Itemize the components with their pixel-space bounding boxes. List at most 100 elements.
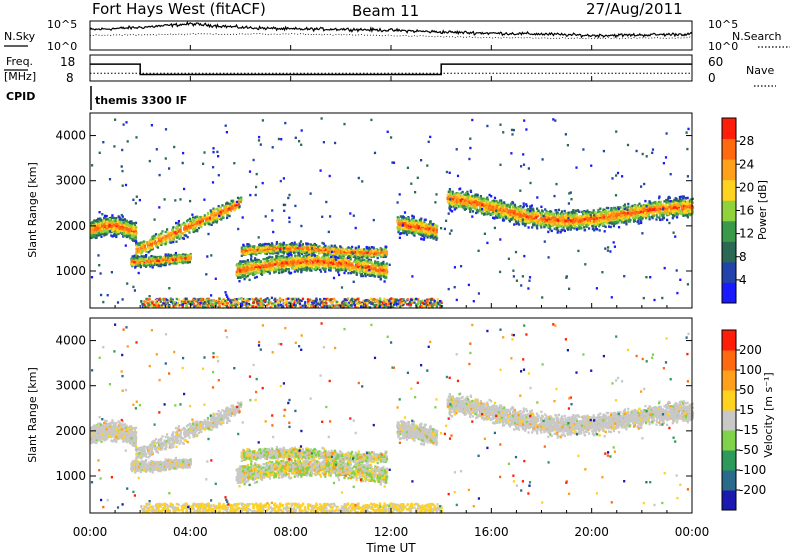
range-cell [112,228,115,232]
range-cell [381,262,384,265]
range-cell [282,251,285,254]
range-cell [161,259,165,262]
range-cell [295,258,298,261]
freq-line [90,63,692,76]
range-cell [164,257,167,261]
range-cell [377,269,380,273]
range-cell [206,211,209,215]
range-cell [158,237,161,240]
range-cell [277,264,280,267]
range-cell [320,262,323,265]
range-cell [285,261,288,264]
range-cell [150,246,154,249]
range-cell [148,259,151,263]
range-cell [316,245,319,249]
range-cell [244,272,247,275]
range-cell [163,234,166,237]
freq-left-tick-bottom: 8 [66,71,74,85]
range-cell [377,263,380,266]
range-cell [274,268,277,271]
range-cell [348,249,351,252]
range-cell [173,235,176,238]
range-cell [201,216,204,219]
range-cell [188,217,192,221]
range-cell [110,234,113,237]
range-cell [156,261,159,264]
range-cell [347,262,350,266]
range-cell [157,241,160,245]
range-cell [169,258,172,262]
range-cell [156,246,160,249]
range-cell [171,232,174,235]
range-cell [342,259,345,262]
range-cell [239,273,242,276]
range-cell [154,260,157,263]
range-cell [142,240,145,243]
range-cell [143,258,146,262]
range-cell [333,264,336,268]
freq-left-tick-top: 18 [60,55,75,69]
range-cell [95,226,98,229]
range-cell [183,228,186,231]
range-cell [124,220,127,223]
range-cell [228,214,231,218]
range-cell [146,259,149,263]
range-cell [212,221,215,224]
range-cell [175,260,178,263]
range-cell [132,257,135,260]
range-cell [375,269,378,272]
range-cell [344,249,348,253]
range-cell [301,250,305,254]
range-cell [135,226,138,229]
range-cell [155,256,158,259]
range-cell [140,255,143,258]
range-cell [239,276,242,279]
range-cell [130,235,134,238]
range-cell [251,245,255,248]
range-cell [227,212,230,215]
range-cell [95,227,98,230]
range-cell [160,237,163,241]
range-cell [111,214,114,217]
range-cell [127,221,130,224]
range-cell [238,269,242,272]
range-cell [155,236,158,240]
range-cell [231,207,234,210]
range-cell [149,257,152,260]
range-cell [384,266,387,269]
range-cell [118,225,121,228]
range-cell [101,224,104,227]
range-cell [120,218,124,221]
range-cell [356,255,359,259]
range-cell [159,262,162,265]
range-cell [382,275,385,278]
range-cell [217,205,220,208]
range-cell [124,232,127,235]
range-cell [157,259,160,263]
range-cell [159,256,162,259]
station-title: Fort Hays West (fitACF) [92,0,266,18]
range-cell [170,228,174,232]
range-cell [165,261,168,265]
range-cell [225,207,228,210]
range-cell [115,232,118,236]
range-cell [163,263,166,267]
range-cell [302,255,305,258]
range-cell [127,227,130,231]
range-cell [291,260,294,263]
range-cell [329,267,332,270]
range-cell [327,250,330,254]
range-cell [141,241,144,245]
range-cell [99,228,102,231]
range-cell [128,225,131,228]
range-cell [102,220,106,223]
freq-lines [90,63,692,76]
range-cell [214,216,217,220]
range-cell [169,261,172,265]
range-cell [340,249,343,253]
range-cell [97,232,100,235]
range-cell [187,223,190,226]
range-cell [120,223,123,226]
range-cell [338,268,342,271]
